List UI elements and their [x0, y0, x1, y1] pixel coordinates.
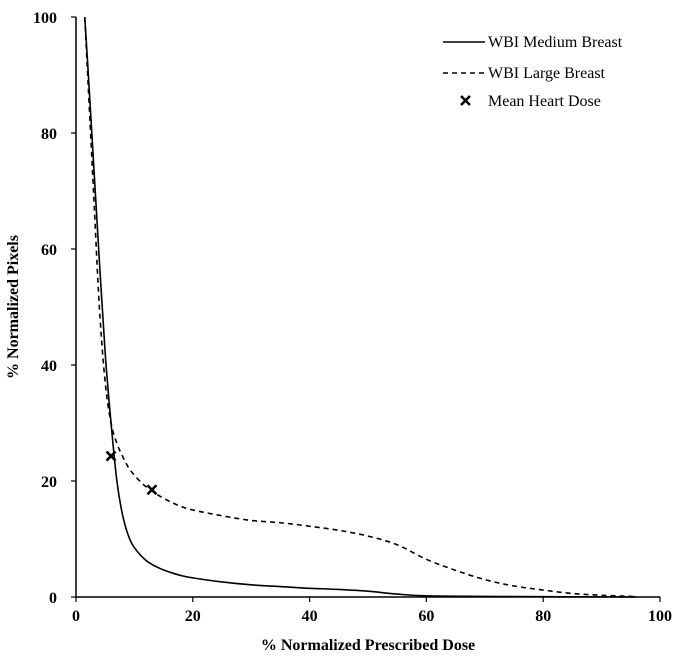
legend-label-large-breast: WBI Large Breast [488, 65, 606, 82]
x-axis-title: % Normalized Prescribed Dose [261, 637, 475, 654]
y-tick-label: 100 [33, 10, 57, 27]
series-line-large-breast [83, 16, 637, 598]
x-tick-label: 80 [535, 608, 551, 625]
x-tick-label: 60 [418, 608, 434, 625]
y-tick-label: 20 [41, 474, 57, 491]
x-tick-label: 40 [302, 608, 318, 625]
mean-heart-dose-marker [146, 484, 158, 496]
x-tick-label: 20 [185, 608, 201, 625]
y-tick-label: 60 [41, 242, 57, 259]
legend-label-medium-breast: WBI Medium Breast [488, 34, 623, 51]
legend: WBI Medium Breast WBI Large Breast Mean … [443, 34, 623, 110]
legend-marker-x-icon [460, 95, 471, 106]
mean-heart-dose-marker [105, 450, 117, 462]
series-lines [83, 16, 637, 598]
x-tick-label: 100 [648, 608, 672, 625]
mean-heart-dose-markers [105, 450, 158, 496]
y-tick-label: 0 [49, 590, 57, 607]
legend-label-mean-heart-dose: Mean Heart Dose [488, 93, 601, 110]
y-axis-title: % Normalized Pixels [5, 235, 22, 379]
series-line-medium-breast [83, 16, 637, 598]
tick-labels: 0 20 40 60 80 100 0 20 40 60 80 100 [33, 10, 672, 625]
x-tick-label: 0 [72, 608, 80, 625]
y-tick-label: 40 [41, 358, 57, 375]
y-tick-label: 80 [41, 126, 57, 143]
